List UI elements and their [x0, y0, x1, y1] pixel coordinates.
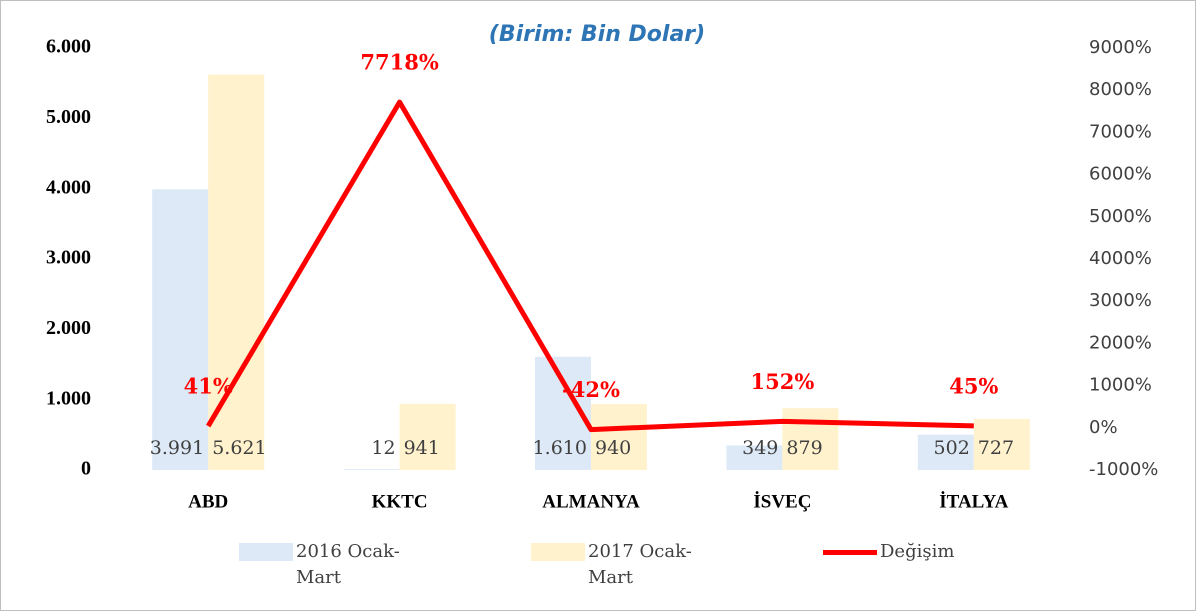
bar — [152, 189, 209, 470]
bar — [726, 445, 783, 470]
line-label: 45% — [949, 373, 998, 398]
x-tick-label: İTALYA — [939, 491, 1008, 512]
bar — [399, 403, 456, 470]
bar — [917, 434, 974, 470]
legend-label: 2016 Ocak-Mart — [296, 541, 400, 588]
y-tick-label: 3.000 — [46, 247, 91, 269]
y-tick-label: 0 — [81, 458, 91, 480]
y2-tick-label: 4000% — [1089, 248, 1152, 269]
y-tick-label: 6.000 — [46, 36, 91, 58]
line-label: 41% — [184, 374, 233, 399]
bar — [973, 418, 1030, 470]
y2-tick-label: 8000% — [1089, 79, 1152, 100]
data-label: 940 — [595, 437, 631, 459]
legend-label: 2017 Ocak-Mart — [588, 541, 692, 588]
data-label: 1.610 — [533, 437, 587, 459]
data-label: 12 — [371, 437, 395, 459]
y2-tick-label: 7000% — [1089, 121, 1152, 142]
y2-tick-label: 9000% — [1089, 37, 1152, 58]
data-label: 879 — [786, 437, 822, 459]
x-tick-label: ABD — [188, 491, 228, 512]
line — [206, 99, 974, 433]
chart-title: (Birim: Bin Dolar) — [489, 22, 705, 47]
data-label: 3.991 — [150, 437, 204, 459]
x-tick-label: ALMANYA — [542, 491, 640, 512]
legend-swatch — [239, 543, 293, 561]
data-label: 5.621 — [212, 437, 266, 459]
y-tick-label: 2.000 — [46, 317, 91, 339]
bar — [208, 74, 265, 470]
y-tick-label: 1.000 — [46, 387, 91, 409]
line-label: -42% — [562, 377, 620, 402]
data-label: 727 — [978, 437, 1014, 459]
data-label: 941 — [404, 437, 440, 459]
legend-swatch — [531, 543, 585, 561]
bar — [591, 403, 647, 470]
x-tick-label: KKTC — [372, 491, 428, 512]
data-label: 502 — [934, 437, 970, 459]
line-label: 152% — [751, 369, 815, 394]
bar — [782, 408, 839, 470]
y2-tick-label: -1000% — [1089, 459, 1158, 480]
bar — [343, 469, 400, 470]
data-label: 349 — [742, 437, 778, 459]
line-label: 7718% — [360, 50, 438, 75]
y-tick-label: 4.000 — [46, 176, 91, 198]
y2-tick-label: 6000% — [1089, 164, 1152, 185]
y-tick-label: 5.000 — [46, 106, 91, 128]
legend-swatch — [823, 550, 877, 555]
legend-label: Değişim — [880, 541, 955, 562]
y2-tick-label: 1000% — [1089, 375, 1152, 396]
y2-tick-label: 0% — [1089, 417, 1118, 438]
y2-tick-label: 2000% — [1089, 332, 1152, 353]
x-tick-label: İSVEÇ — [753, 491, 811, 512]
y2-tick-label: 3000% — [1089, 290, 1152, 311]
y2-tick-label: 5000% — [1089, 206, 1152, 227]
